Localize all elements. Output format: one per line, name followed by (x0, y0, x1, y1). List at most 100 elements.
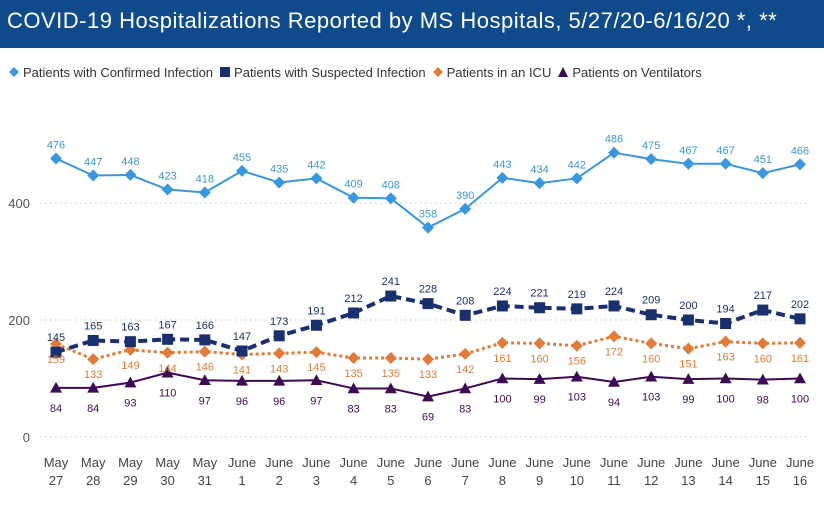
data-label-ventilators: 96 (273, 396, 285, 408)
data-point-icu (198, 345, 211, 358)
data-point-ventilators (198, 374, 211, 386)
data-point-confirmed (161, 183, 174, 196)
data-point-confirmed (198, 186, 211, 199)
x-tick-label: 6 (424, 473, 431, 488)
data-point-icu (608, 330, 620, 343)
data-label-confirmed: 408 (382, 179, 400, 191)
data-point-suspected (757, 304, 769, 316)
data-point-suspected (310, 319, 322, 331)
x-tick-label: 10 (570, 473, 584, 488)
data-label-ventilators: 84 (50, 403, 62, 415)
data-point-suspected (199, 334, 211, 346)
data-label-ventilators: 98 (757, 395, 769, 407)
data-label-ventilators: 97 (310, 395, 322, 407)
x-tick-label: June (749, 455, 777, 470)
data-label-icu: 151 (679, 359, 697, 371)
data-label-icu: 149 (121, 360, 139, 372)
data-label-confirmed: 467 (716, 145, 734, 157)
x-tick-label: 11 (607, 473, 621, 488)
data-point-confirmed (682, 157, 695, 170)
legend-item-confirmed: Patients with Confirmed Infection (8, 65, 213, 80)
data-point-icu (756, 337, 769, 350)
data-point-suspected (645, 309, 657, 321)
data-label-confirmed: 435 (270, 164, 288, 176)
data-point-suspected (682, 314, 694, 326)
x-tick-label: 8 (499, 473, 506, 488)
x-tick-label: June (637, 455, 665, 470)
data-label-icu: 145 (307, 362, 325, 374)
data-label-suspected: 194 (716, 304, 734, 316)
data-label-confirmed: 442 (307, 159, 325, 171)
data-label-ventilators: 83 (459, 403, 471, 415)
data-point-ventilators (87, 381, 100, 393)
data-point-suspected (348, 307, 360, 319)
data-label-ventilators: 83 (385, 403, 397, 415)
data-label-suspected: 224 (493, 286, 511, 298)
x-tick-label: 7 (462, 473, 469, 488)
data-point-icu (347, 352, 360, 365)
y-tick-label: 0 (23, 430, 30, 445)
data-point-confirmed (384, 192, 397, 205)
data-point-ventilators (645, 370, 658, 382)
x-tick-label: 29 (123, 473, 137, 488)
legend-item-icu: Patients in an ICU (432, 64, 552, 80)
data-label-icu: 135 (382, 368, 400, 380)
data-label-confirmed: 455 (233, 152, 251, 164)
data-label-suspected: 173 (270, 316, 288, 328)
x-tick-label: May (81, 455, 106, 470)
data-label-icu: 159 (47, 354, 65, 366)
data-label-icu: 160 (642, 353, 660, 365)
data-point-confirmed (310, 172, 323, 185)
data-point-ventilators (608, 376, 620, 387)
data-label-confirmed: 434 (530, 164, 548, 176)
data-point-ventilators (236, 374, 248, 386)
data-point-confirmed (236, 164, 248, 177)
data-point-ventilators (347, 382, 360, 394)
data-label-suspected: 212 (344, 293, 362, 305)
data-label-suspected: 163 (121, 322, 139, 334)
data-label-suspected: 228 (419, 284, 437, 296)
data-label-suspected: 191 (307, 305, 325, 317)
x-tick-label: 15 (756, 473, 770, 488)
data-label-suspected: 209 (642, 295, 660, 307)
x-tick-label: 28 (86, 473, 100, 488)
data-label-ventilators: 99 (682, 394, 694, 406)
x-tick-label: 1 (238, 473, 245, 488)
data-point-suspected (162, 333, 174, 345)
legend: Patients with Confirmed Infection Patien… (8, 62, 708, 82)
data-point-suspected (571, 303, 583, 315)
data-label-confirmed: 475 (642, 140, 660, 152)
data-label-icu: 133 (419, 369, 437, 381)
data-label-icu: 160 (530, 353, 548, 365)
legend-label-icu: Patients in an ICU (446, 64, 552, 80)
data-point-ventilators (161, 366, 174, 378)
x-tick-label: June (451, 455, 479, 470)
data-point-ventilators (756, 373, 769, 385)
data-point-icu (682, 342, 695, 355)
data-point-suspected (720, 318, 732, 330)
data-point-confirmed (608, 146, 620, 159)
data-point-confirmed (719, 157, 732, 170)
data-label-confirmed: 466 (791, 145, 809, 157)
data-label-suspected: 200 (679, 300, 697, 312)
data-label-suspected: 221 (530, 288, 548, 300)
data-label-icu: 133 (84, 369, 102, 381)
data-point-confirmed (533, 177, 546, 190)
data-point-ventilators (124, 376, 137, 388)
data-label-icu: 146 (196, 362, 214, 374)
x-tick-label: June (786, 455, 814, 470)
data-point-ventilators (310, 374, 323, 386)
x-tick-label: June (302, 455, 330, 470)
data-point-ventilators (273, 374, 286, 386)
legend-square-icon (220, 67, 231, 77)
data-point-suspected (534, 302, 546, 314)
data-label-confirmed: 486 (605, 134, 623, 146)
x-tick-label: June (525, 455, 553, 470)
y-tick-label: 200 (8, 313, 30, 328)
data-point-confirmed (570, 172, 583, 185)
x-tick-label: 12 (644, 473, 658, 488)
x-tick-label: 16 (793, 473, 807, 488)
data-point-suspected (50, 346, 62, 358)
data-label-ventilators: 100 (716, 394, 734, 406)
data-point-confirmed (50, 152, 62, 165)
